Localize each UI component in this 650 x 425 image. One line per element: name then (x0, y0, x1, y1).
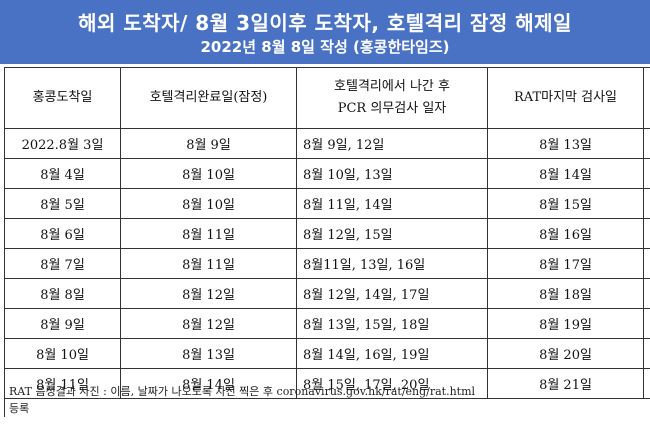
rat-note-line1: RAT 음성결과 사진 : 이름, 날짜가 나오도록 사진 찍은 후 coron… (9, 385, 476, 398)
table-row: 8월 4일 8월 10일 8월 10일, 13일 8월 14일 (4, 158, 650, 189)
table-row: 2022.8월 3일 8월 9일 8월 9일, 12일 8월 13일 (4, 128, 650, 159)
rat-last-cell: 8월 21일 (487, 368, 644, 399)
extra-cell (643, 188, 650, 219)
hotel-release-cell: 8월 12일 (120, 308, 297, 339)
pcr-dates-cell: 8월 10일, 13일 (296, 158, 488, 189)
table-row: 8월 8일 8월 12일 8월 12일, 14일, 17일 8월 18일 (4, 278, 650, 309)
arrival-date-cell: 2022.8월 3일 (4, 128, 121, 159)
arrival-date-cell: 8월 9일 (4, 308, 121, 339)
pcr-dates-cell: 8월 14일, 16일, 19일 (296, 338, 488, 369)
banner-subtitle: 2022년 8월 8일 작성 (홍콩한타임즈) (200, 38, 450, 56)
rat-note-line2: 등록 (9, 402, 30, 415)
arrival-date-cell: 8월 5일 (4, 188, 121, 219)
table-row: 8월 7일 8월 11일 8월11일, 13일, 16일 8월 17일 (4, 248, 650, 279)
header-arrival-date: 홍콩도착일 (4, 67, 121, 129)
extra-cell (643, 158, 650, 189)
rat-last-cell: 8월 17일 (487, 248, 644, 279)
table-row: 8월 11일 8월 14일 8월 15일, 17일, 20일 8월 21일 (4, 368, 650, 399)
pcr-dates-cell: 8월 9일, 12일 (296, 128, 488, 159)
header-rat-last-test: RAT마지막 검사일 (487, 67, 644, 129)
rat-last-cell: 8월 14일 (487, 158, 644, 189)
rat-last-cell: 8월 18일 (487, 278, 644, 309)
rat-last-cell: 8월 15일 (487, 188, 644, 219)
table-row: 8월 9일 8월 12일 8월 13일, 15일, 18일 8월 19일 (4, 308, 650, 339)
header-pcr-test-dates: 호텔격리에서 나간 후 PCR 의무검사 일자 (296, 67, 488, 129)
hotel-release-cell: 8월 14일 (120, 368, 297, 399)
pcr-dates-cell: 8월 13일, 15일, 18일 (296, 308, 488, 339)
extra-cell (643, 278, 650, 309)
extra-cell (643, 368, 650, 399)
pcr-dates-cell: 8월 12일, 14일, 17일 (296, 278, 488, 309)
arrival-date-cell: 8월 10일 (4, 338, 121, 369)
table-row: 8월 10일 8월 13일 8월 14일, 16일, 19일 8월 20일 (4, 338, 650, 369)
header-hotel-release-date: 호텔격리완료일(잠정) (120, 67, 297, 129)
hotel-release-cell: 8월 11일 (120, 248, 297, 279)
arrival-date-cell: 8월 4일 (4, 158, 121, 189)
rat-last-cell: 8월 20일 (487, 338, 644, 369)
extra-cell (643, 338, 650, 369)
title-banner: 해외 도착자/ 8월 3일이후 도착자, 호텔격리 잠정 해제일 2022년 8… (0, 0, 650, 64)
table-header-row: 홍콩도착일 호텔격리완료일(잠정) 호텔격리에서 나간 후 PCR 의무검사 일자… (4, 67, 650, 129)
extra-cell (643, 128, 650, 159)
arrival-date-cell: 8월 8일 (4, 278, 121, 309)
hotel-release-cell: 8월 9일 (120, 128, 297, 159)
arrival-date-cell: 8월 7일 (4, 248, 121, 279)
banner-title: 해외 도착자/ 8월 3일이후 도착자, 호텔격리 잠정 해제일 (78, 11, 572, 35)
hotel-release-cell: 8월 11일 (120, 218, 297, 249)
pcr-dates-cell: 8월 12일, 15일 (296, 218, 488, 249)
document-area: 홍콩도착일 호텔격리완료일(잠정) 호텔격리에서 나간 후 PCR 의무검사 일자… (0, 64, 650, 425)
header-extra (643, 67, 650, 129)
rat-last-cell: 8월 16일 (487, 218, 644, 249)
rat-last-cell: 8월 19일 (487, 308, 644, 339)
pcr-dates-cell: 8월 11일, 14일 (296, 188, 488, 219)
arrival-date-cell: 8월 11일 (4, 368, 121, 399)
schedule-table: 홍콩도착일 호텔격리완료일(잠정) 호텔격리에서 나간 후 PCR 의무검사 일자… (4, 67, 650, 399)
extra-cell (643, 218, 650, 249)
pcr-dates-cell: 8월11일, 13일, 16일 (296, 248, 488, 279)
extra-cell (643, 248, 650, 279)
hotel-release-cell: 8월 10일 (120, 158, 297, 189)
table-row: 8월 5일 8월 10일 8월 11일, 14일 8월 15일 (4, 188, 650, 219)
extra-cell (643, 308, 650, 339)
arrival-date-cell: 8월 6일 (4, 218, 121, 249)
hotel-release-cell: 8월 10일 (120, 188, 297, 219)
rat-note: RAT 음성결과 사진 : 이름, 날짜가 나오도록 사진 찍은 후 coron… (4, 383, 650, 417)
hotel-release-cell: 8월 13일 (120, 338, 297, 369)
rat-last-cell: 8월 13일 (487, 128, 644, 159)
hotel-release-cell: 8월 12일 (120, 278, 297, 309)
table-row: 8월 6일 8월 11일 8월 12일, 15일 8월 16일 (4, 218, 650, 249)
